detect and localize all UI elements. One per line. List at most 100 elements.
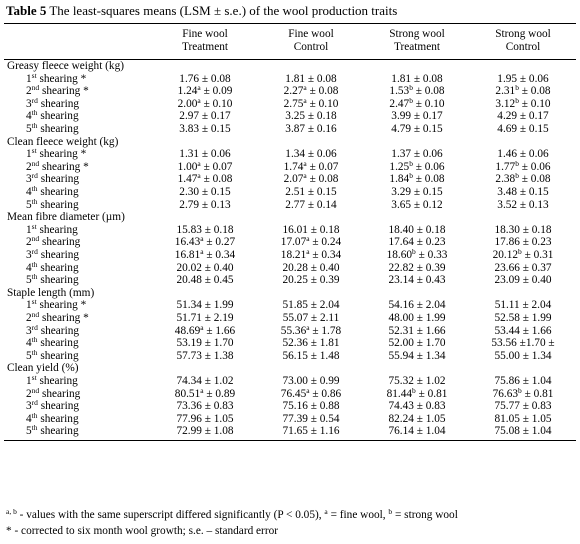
cell-fine-control: 55.36a ± 1.78: [280, 322, 342, 337]
table-row: 2nd shearing 16.43a ± 0.27 17.07a ± 0.24 17…: [4, 234, 576, 249]
cell-fine-treatment: 74.34 ± 1.02: [176, 374, 234, 387]
table-row: 3rd shearing 48.69a ± 1.66 55.36a ± 1.78 52…: [4, 322, 576, 337]
shearing-label: 2nd shearing: [26, 234, 81, 249]
cell-fine-treatment: 2.97 ± 0.17: [179, 110, 231, 123]
cell-strong-control: 4.69 ± 0.15: [497, 123, 549, 136]
cell-fine-treatment: 1.31 ± 0.06: [179, 148, 231, 161]
cell-fine-treatment: 51.71 ± 2.19: [176, 311, 234, 324]
shearing-label: 4th shearing: [26, 259, 79, 274]
cell-fine-control: 3.25 ± 0.18: [285, 110, 337, 123]
table-label: Table 5: [6, 3, 47, 18]
shearing-label: 3rd shearing: [26, 171, 80, 186]
cell-strong-treatment: 52.31 ± 1.66: [388, 324, 446, 337]
cell-fine-control: 16.01 ± 0.18: [282, 223, 340, 236]
cell-strong-treatment: 75.32 ± 1.02: [388, 374, 446, 387]
table-row: 3rd shearing 16.81a ± 0.34 18.21a ± 0.34 18…: [4, 247, 576, 262]
cell-strong-treatment: 74.43 ± 0.83: [388, 400, 446, 413]
table-row: 3rd shearing 1.47a ± 0.08 2.07a ± 0.08 1.84…: [4, 171, 576, 186]
cell-fine-control: 3.87 ± 0.16: [285, 123, 337, 136]
table-row: 2nd shearing * 1.24a ± 0.09 2.27a ± 0.08 1.…: [4, 83, 576, 98]
shearing-label: 5th shearing: [26, 347, 79, 362]
cell-strong-treatment: 48.00 ± 1.99: [388, 311, 446, 324]
cell-fine-control: 20.25 ± 0.39: [282, 274, 340, 287]
table-row: 3rd shearing 73.36 ± 0.83 75.16 ± 0.88 74.4…: [4, 399, 576, 413]
cell-strong-treatment: 2.47b ± 0.10: [389, 95, 445, 110]
cell-strong-treatment: 1.81 ± 0.08: [391, 72, 443, 85]
cell-strong-treatment: 52.00 ± 1.70: [388, 337, 446, 350]
shearing-label: 5th shearing: [26, 196, 79, 211]
cell-strong-treatment: 54.16 ± 2.04: [388, 299, 446, 312]
cell-strong-treatment: 18.40 ± 0.18: [388, 223, 446, 236]
shearing-label: 5th shearing: [26, 121, 79, 136]
cell-strong-control: 4.29 ± 0.17: [497, 110, 549, 123]
section-header-row: Clean fleece weight (kg): [4, 136, 576, 149]
section-title: Mean fibre diameter (µm): [7, 211, 125, 224]
cell-fine-control: 56.15 ± 1.48: [282, 349, 340, 362]
cell-fine-control: 1.74a ± 0.07: [283, 158, 339, 173]
cell-strong-control: 23.09 ± 0.40: [494, 274, 552, 287]
cell-strong-treatment: 3.65 ± 0.12: [391, 198, 443, 211]
shearing-label: 1st shearing *: [26, 70, 87, 85]
cell-fine-treatment: 20.48 ± 0.45: [176, 274, 234, 287]
cell-fine-control: 2.07a ± 0.08: [283, 171, 339, 186]
table-row: 4th shearing 77.96 ± 1.05 77.39 ± 0.54 82.2…: [4, 411, 576, 426]
table-row: 5th shearing 3.83 ± 0.15 3.87 ± 0.16 4.79 ±…: [4, 121, 576, 136]
header-strong-control: Strong wool Control: [470, 23, 576, 60]
cell-strong-treatment: 1.84b ± 0.08: [389, 171, 445, 186]
cell-strong-control: 3.52 ± 0.13: [497, 198, 549, 211]
cell-fine-treatment: 2.79 ± 0.13: [179, 198, 231, 211]
cell-strong-control: 52.58 ± 1.99: [494, 311, 552, 324]
footnote-significance: a, b - values with the same superscript …: [6, 507, 458, 521]
cell-strong-control: 1.95 ± 0.06: [497, 72, 549, 85]
cell-fine-control: 18.21a ± 0.34: [280, 247, 342, 261]
table-row: 5th shearing 72.99 ± 1.08 71.65 ± 1.16 76.1…: [4, 424, 576, 441]
cell-fine-treatment: 1.24a ± 0.09: [177, 83, 233, 98]
shearing-label: 4th shearing: [26, 184, 79, 199]
header-blank: [4, 23, 152, 60]
table-row: 1st shearing * 1.76 ± 0.08 1.81 ± 0.08 1.81…: [4, 70, 576, 86]
cell-strong-control: 51.11 ± 2.04: [494, 299, 552, 312]
cell-strong-treatment: 3.99 ± 0.17: [391, 110, 443, 123]
table-row: 4th shearing 2.30 ± 0.15 2.51 ± 0.15 3.29 ±…: [4, 184, 576, 199]
cell-strong-treatment: 76.14 ± 1.04: [364, 425, 470, 441]
cell-fine-control: 77.39 ± 0.54: [282, 412, 340, 425]
shearing-label: 4th shearing: [26, 108, 79, 123]
cell-fine-control: 51.85 ± 2.04: [282, 299, 340, 312]
cell-fine-control: 52.36 ± 1.81: [282, 337, 340, 350]
table-row: 1st shearing 15.83 ± 0.18 16.01 ± 0.18 18.4…: [4, 221, 576, 237]
cell-fine-treatment: 20.02 ± 0.40: [176, 261, 234, 274]
shearing-label: 1st shearing: [26, 221, 78, 236]
cell-fine-treatment: 53.19 ± 1.70: [176, 337, 234, 350]
cell-fine-control: 20.28 ± 0.40: [282, 261, 340, 274]
table-row: 3rd shearing 2.00a ± 0.10 2.75a ± 0.10 2.47…: [4, 95, 576, 111]
shearing-label: 1st shearing: [26, 372, 78, 387]
table-row: 1st shearing * 1.31 ± 0.06 1.34 ± 0.06 1.37…: [4, 147, 576, 161]
shearing-label: 2nd shearing: [26, 385, 81, 400]
cell-fine-treatment: 51.34 ± 1.99: [176, 299, 234, 312]
cell-fine-control: 2.77 ± 0.14: [285, 198, 337, 211]
shearing-label: 2nd shearing *: [26, 309, 89, 324]
section-title: Greasy fleece weight (kg): [7, 60, 124, 73]
cell-fine-control: 75.16 ± 0.88: [282, 400, 340, 413]
cell-fine-treatment: 2.30 ± 0.15: [179, 186, 231, 199]
cell-fine-control: 2.27a ± 0.08: [283, 83, 339, 98]
cell-fine-control: 2.75a ± 0.10: [283, 95, 339, 110]
cell-fine-treatment: 1.76 ± 0.08: [179, 72, 231, 85]
shearing-label: 1st shearing *: [26, 297, 87, 312]
cell-strong-treatment: 3.29 ± 0.15: [391, 186, 443, 199]
cell-strong-control: 17.86 ± 0.23: [494, 236, 552, 249]
cell-strong-treatment: 81.44b ± 0.81: [386, 385, 448, 400]
footnote-correction: * - corrected to six month wool growth; …: [6, 525, 278, 537]
section-header-row: Greasy fleece weight (kg): [4, 60, 576, 73]
section-header-row: Staple length (mm): [4, 287, 576, 300]
cell-strong-treatment: 18.60b ± 0.33: [386, 247, 448, 261]
cell-strong-control: 76.63b ± 0.81: [492, 385, 554, 400]
section-header-row: Mean fibre diameter (µm): [4, 211, 576, 224]
table-row: 2nd shearing 80.51a ± 0.89 76.45a ± 0.86 81…: [4, 385, 576, 400]
shearing-label: 5th shearing: [4, 424, 152, 441]
cell-fine-control: 71.65 ± 1.16: [258, 425, 364, 441]
cell-fine-treatment: 3.83 ± 0.15: [179, 123, 231, 136]
cell-strong-control: 53.56 ±1.70 ±: [491, 337, 555, 350]
table-row: 2nd shearing * 1.00a ± 0.07 1.74a ± 0.07 1.…: [4, 158, 576, 174]
